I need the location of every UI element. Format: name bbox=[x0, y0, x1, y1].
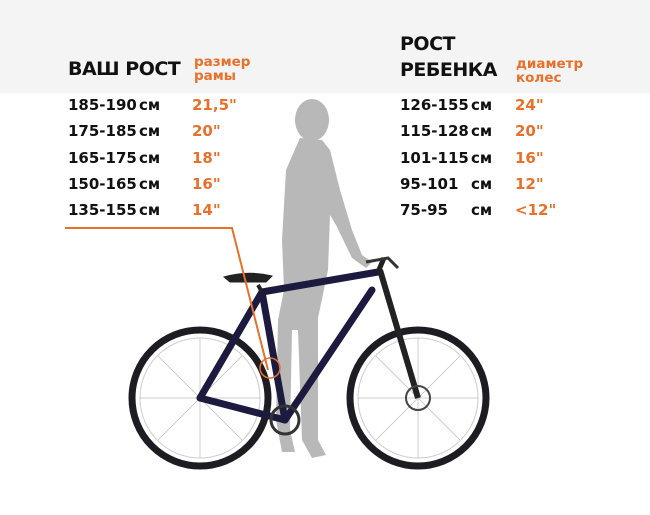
size-value: 12" bbox=[515, 174, 544, 193]
height-range: 150-165 bbox=[68, 174, 137, 193]
child-title-line2: РЕБЕНКА bbox=[400, 59, 498, 81]
adult-height-title: ВАШ РОСТ bbox=[68, 58, 181, 80]
size-value: 20" bbox=[515, 122, 544, 141]
unit: см bbox=[471, 148, 493, 167]
unit: см bbox=[139, 174, 161, 193]
frame-size-label: размер рамы bbox=[194, 55, 250, 83]
size-value: 16" bbox=[192, 174, 221, 193]
unit: см bbox=[471, 96, 493, 114]
wheel-label-line1: диаметр bbox=[516, 56, 584, 72]
child-height-title: РОСТ РЕБЕНКА bbox=[400, 33, 498, 81]
header-band bbox=[0, 0, 650, 93]
height-range: 101-115 bbox=[400, 148, 469, 167]
size-value: 21,5" bbox=[192, 96, 237, 114]
unit: см bbox=[139, 96, 161, 114]
child-title-line1: РОСТ bbox=[400, 33, 455, 55]
height-range: 126-155 bbox=[400, 96, 469, 114]
frame-size-label-line2: рамы bbox=[194, 68, 237, 84]
person-silhouette-icon bbox=[276, 99, 372, 458]
height-range: 75-95 bbox=[400, 201, 448, 220]
unit: см bbox=[471, 122, 493, 141]
size-value: 20" bbox=[192, 122, 221, 141]
height-range: 115-128 bbox=[400, 122, 469, 141]
height-range: 135-155 bbox=[68, 201, 137, 220]
size-value: 24" bbox=[515, 96, 544, 114]
unit: см bbox=[139, 122, 161, 141]
height-range: 185-190 bbox=[68, 96, 137, 114]
frame-size-label-line1: размер bbox=[194, 54, 251, 70]
unit: см bbox=[139, 148, 161, 167]
size-value: 14" bbox=[192, 201, 221, 220]
frame-size-indicator bbox=[65, 227, 281, 379]
bicycle-icon bbox=[128, 256, 490, 470]
wheel-diameter-label: диаметр колес bbox=[516, 57, 583, 85]
size-value: 16" bbox=[515, 148, 544, 167]
wheel-label-line2: колес bbox=[516, 70, 562, 86]
size-value: 18" bbox=[192, 148, 221, 167]
unit: см bbox=[139, 201, 161, 220]
size-value: <12" bbox=[515, 201, 557, 220]
height-range: 95-101 bbox=[400, 174, 459, 193]
height-range: 175-185 bbox=[68, 122, 137, 141]
height-range: 165-175 bbox=[68, 148, 137, 167]
unit: см bbox=[471, 201, 493, 220]
unit: см bbox=[471, 174, 493, 193]
